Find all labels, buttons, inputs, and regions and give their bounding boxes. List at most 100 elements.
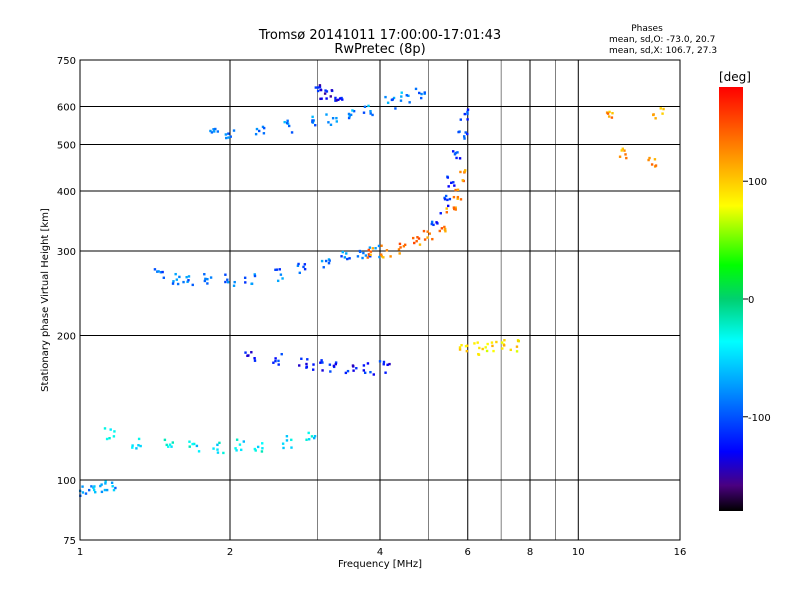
data-point — [84, 492, 88, 495]
data-point — [654, 164, 658, 167]
data-point — [340, 96, 343, 100]
data-point — [260, 450, 264, 453]
colorbar-label: [deg] — [719, 70, 751, 84]
data-point — [192, 442, 196, 446]
data-point — [324, 89, 327, 92]
data-point — [451, 150, 455, 153]
data-point — [648, 156, 651, 160]
data-point — [486, 342, 489, 346]
data-point — [214, 127, 217, 131]
data-point — [316, 86, 320, 89]
data-point — [371, 247, 375, 250]
data-point — [226, 278, 229, 281]
data-point — [374, 247, 377, 250]
data-point — [234, 447, 237, 450]
data-point — [311, 120, 314, 124]
data-point — [491, 344, 494, 348]
data-point — [389, 255, 392, 258]
phases-mean-x: mean, sd,X: 106.7, 27.3 — [609, 46, 717, 56]
data-point — [386, 101, 390, 104]
data-point — [650, 163, 654, 166]
data-point — [253, 359, 257, 362]
data-point — [349, 113, 353, 117]
data-point — [515, 350, 519, 353]
data-point — [110, 481, 114, 484]
data-point — [105, 437, 109, 441]
data-point — [618, 155, 622, 158]
x-tick-label: 2 — [227, 547, 233, 558]
data-point — [347, 112, 351, 116]
data-point — [153, 268, 157, 271]
y-tick-label: 300 — [57, 247, 76, 258]
data-point — [325, 97, 328, 100]
data-point — [203, 279, 207, 283]
data-point — [191, 283, 194, 287]
data-point — [209, 276, 213, 279]
data-point — [345, 252, 348, 255]
data-point — [454, 208, 457, 211]
data-point — [322, 266, 325, 269]
data-point — [416, 236, 419, 239]
data-point — [232, 129, 236, 132]
data-point — [625, 156, 628, 160]
data-point — [408, 101, 411, 104]
chart-title-line1: Tromsø 20141011 17:00:00-17:01:43 — [258, 28, 501, 43]
data-point — [235, 438, 239, 441]
data-point — [290, 446, 293, 449]
data-point — [261, 447, 264, 450]
data-point — [352, 369, 355, 372]
data-point — [320, 97, 323, 100]
data-point — [407, 94, 410, 98]
data-point — [161, 270, 164, 274]
data-point — [364, 254, 368, 257]
data-point — [348, 115, 351, 118]
data-point — [464, 344, 468, 348]
data-point — [135, 447, 138, 450]
data-point — [216, 448, 219, 451]
data-point — [453, 207, 456, 211]
data-point — [366, 256, 369, 259]
data-point — [343, 256, 347, 259]
chart-title-line2: RwPretec (8p) — [334, 42, 425, 57]
data-point — [139, 444, 142, 448]
data-point — [229, 135, 232, 138]
data-point — [369, 370, 372, 374]
data-point — [313, 434, 317, 438]
data-point — [225, 136, 228, 140]
data-point — [445, 207, 448, 210]
data-point — [459, 170, 462, 174]
data-point — [281, 442, 285, 445]
data-point — [224, 273, 227, 276]
data-point — [392, 96, 396, 100]
data-point — [100, 490, 104, 494]
data-point — [369, 253, 372, 257]
data-point — [384, 95, 387, 99]
data-point — [369, 255, 372, 258]
data-point — [341, 98, 344, 101]
data-point — [311, 119, 314, 122]
data-point — [329, 123, 333, 126]
data-point — [312, 119, 315, 122]
data-point — [459, 198, 463, 201]
data-point — [311, 115, 314, 119]
data-point — [253, 274, 257, 278]
y-tick-label: 750 — [57, 56, 76, 67]
data-point — [316, 89, 320, 93]
data-point — [103, 427, 107, 430]
data-point — [224, 133, 228, 136]
data-point — [253, 273, 256, 276]
data-point — [314, 86, 318, 89]
data-point — [444, 230, 447, 233]
data-point — [182, 280, 185, 284]
data-point — [159, 271, 163, 274]
data-point — [255, 127, 259, 131]
data-point — [171, 282, 175, 285]
data-point — [380, 244, 383, 247]
data-point — [253, 357, 256, 360]
data-point — [227, 132, 230, 135]
data-point — [174, 272, 177, 276]
data-point — [418, 91, 421, 95]
data-point — [405, 94, 408, 97]
data-point — [328, 259, 331, 262]
data-point — [279, 273, 283, 276]
